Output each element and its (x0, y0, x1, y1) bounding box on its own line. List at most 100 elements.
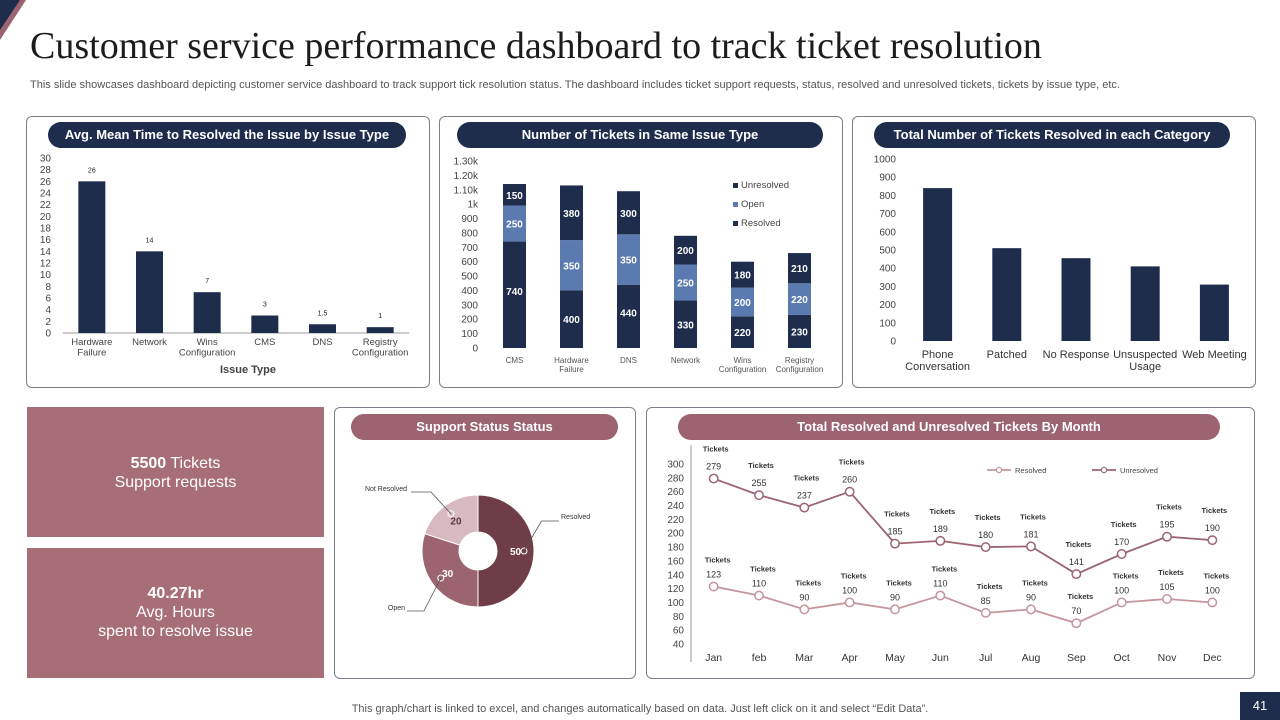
page-subtitle: This slide showcases dashboard depicting… (30, 79, 1120, 91)
segment-value-label: 380 (563, 209, 580, 220)
y-tick-label: 26 (40, 177, 52, 188)
segment-value-label: 400 (563, 315, 580, 326)
resolved-point (1116, 597, 1127, 608)
callout-line (523, 520, 559, 552)
y-tick-label: 0 (45, 329, 51, 340)
y-tick-label: 300 (461, 300, 478, 311)
point-annotation: Tickets (748, 461, 774, 470)
segment-value-label: 350 (620, 256, 637, 267)
y-tick-label: 1k (467, 200, 479, 211)
y-tick-label: 1.30k (454, 157, 479, 168)
y-tick-label: 200 (667, 529, 684, 540)
y-tick-label: 30 (40, 154, 52, 165)
point-value-label: 185 (887, 527, 902, 537)
x-tick-label: Web Meeting (1182, 349, 1247, 361)
y-tick-label: 16 (40, 235, 52, 246)
x-tick-label: feb (752, 652, 767, 664)
legend-label: Open (741, 199, 764, 210)
point-annotation: Tickets (1020, 512, 1046, 521)
support-status-panel (334, 407, 636, 679)
support-status-donut-chart: 50 30 20 Resolved Open Not Resolved (365, 486, 590, 612)
bar-segment-resolved (731, 316, 754, 348)
callout-dot (437, 574, 445, 582)
y-tick-label: 800 (461, 228, 478, 239)
segment-value-label: 440 (620, 308, 637, 319)
bar (251, 315, 279, 333)
data-label: 26 (88, 167, 96, 174)
y-tick-label: 300 (667, 460, 684, 471)
y-tick-label: 120 (667, 584, 684, 595)
point-value-label: 123 (706, 570, 721, 580)
unresolved-point (1071, 569, 1082, 580)
data-label: 1.5 (318, 310, 328, 317)
unresolved-point (1026, 541, 1036, 552)
y-tick-label: 100 (879, 318, 896, 329)
mean-time-chart-title: Avg. Mean Time to Resolved the Issue by … (48, 122, 406, 148)
point-annotation: Tickets (1201, 506, 1227, 515)
resolved-point (1162, 594, 1172, 604)
slice-value-label: 50 (510, 547, 522, 558)
x-tick-label: Oct (1113, 652, 1129, 664)
y-tick-label: 40 (673, 640, 685, 651)
y-tick-label: 24 (40, 189, 52, 200)
bar (309, 324, 336, 333)
bar-segment-unresolved (560, 185, 583, 241)
y-tick-label: 900 (879, 173, 896, 184)
point-annotation: Tickets (1022, 578, 1048, 587)
y-tick-label: 500 (461, 272, 478, 283)
resolved-point (754, 590, 764, 601)
y-tick-label: 240 (667, 501, 684, 512)
bar (193, 292, 221, 333)
unresolved-point (844, 486, 855, 497)
point-value-label: 90 (1026, 592, 1036, 602)
y-tick-label: 400 (461, 286, 478, 297)
x-tick-label: Network (671, 356, 701, 365)
segment-value-label: 200 (677, 246, 694, 257)
bar-segment-resolved (617, 284, 640, 348)
y-tick-label: 300 (879, 282, 896, 293)
point-value-label: 100 (1205, 585, 1220, 595)
bar (1061, 258, 1091, 341)
bar (78, 181, 106, 333)
bar-segment-unresolved (731, 261, 754, 288)
same-issue-chart-title: Number of Tickets in Same Issue Type (457, 122, 823, 148)
x-tick-label: Hardware Failure (554, 356, 589, 374)
point-value-label: 100 (1114, 585, 1129, 595)
y-tick-label: 20 (40, 212, 52, 223)
point-value-label: 90 (799, 592, 809, 602)
point-annotation: Tickets (793, 474, 819, 483)
x-tick-label: CMS (506, 356, 524, 365)
point-value-label: 279 (706, 462, 721, 472)
resolved-point (890, 604, 900, 615)
slice-open (421, 533, 479, 608)
x-tick-label: Mar (795, 652, 814, 664)
x-tick-label: Hardware Failure (71, 337, 112, 359)
unresolved-point (980, 542, 991, 553)
unresolved-point (1207, 535, 1218, 546)
by-month-panel (646, 407, 1255, 679)
resolved-point (708, 581, 719, 592)
callout-line (411, 491, 452, 515)
point-value-label: 110 (933, 579, 947, 589)
unresolved-point (935, 535, 946, 546)
unresolved-point (890, 538, 900, 549)
data-label: 14 (146, 237, 154, 244)
slice-callout-label: Not Resolved (365, 486, 407, 493)
bar (366, 327, 394, 333)
data-label: 1 (378, 313, 382, 320)
bar (1130, 266, 1160, 341)
x-tick-label: Apr (841, 652, 858, 664)
point-value-label: 189 (933, 524, 948, 534)
support-status-chart-title: Support Status Status (351, 414, 618, 440)
page-title: Customer service performance dashboard t… (30, 25, 1042, 67)
support-requests-value: 5500 (130, 455, 167, 472)
point-value-label: 190 (1205, 523, 1220, 533)
point-annotation: Tickets (841, 571, 867, 580)
x-tick-label: Registry Configuration (776, 356, 824, 374)
legend-swatch (733, 202, 738, 207)
unresolved-point (799, 502, 810, 513)
resolved-point (1071, 618, 1082, 629)
point-annotation: Tickets (1203, 571, 1229, 580)
y-tick-label: 22 (40, 200, 52, 211)
point-annotation: Tickets (703, 445, 729, 454)
